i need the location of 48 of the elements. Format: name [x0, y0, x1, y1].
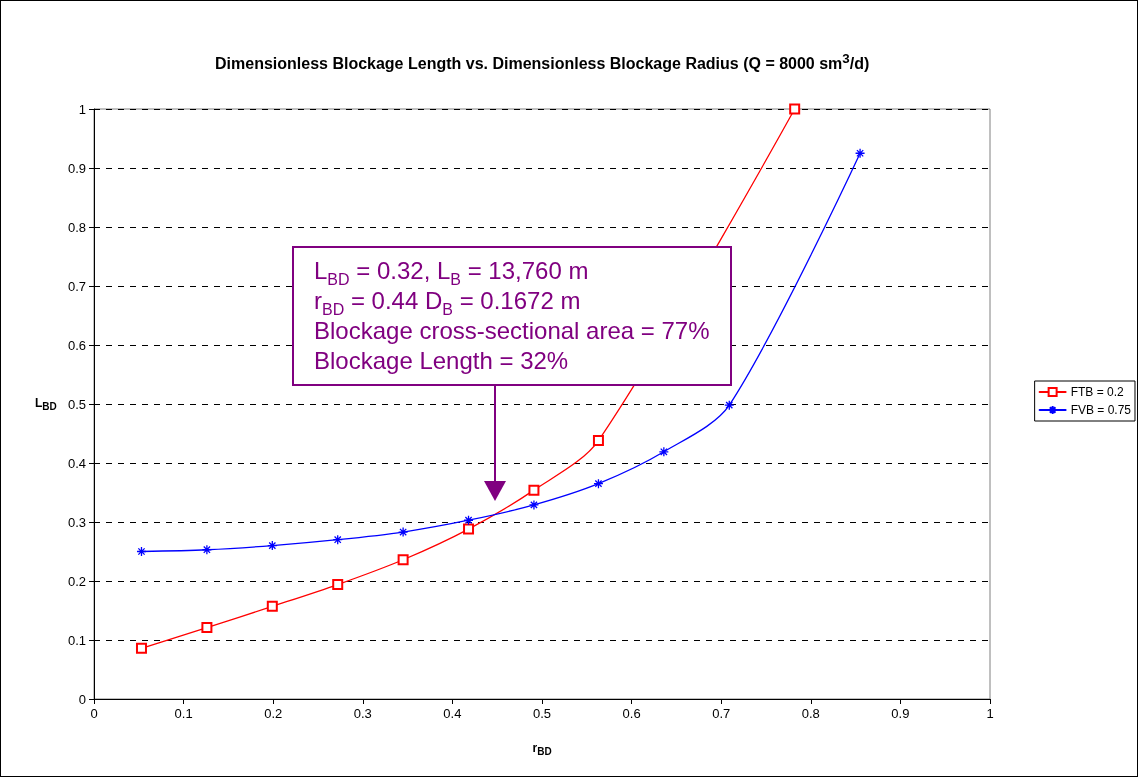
point — [528, 499, 540, 511]
point — [201, 622, 213, 634]
y-tick-label: 0 — [78, 691, 86, 707]
legend-label: FTB = 0.2 — [1070, 385, 1124, 399]
x-tick-label: 0.2 — [264, 706, 283, 721]
x-tick-label: 0.8 — [801, 706, 820, 721]
x-tick-label: 0.1 — [174, 706, 193, 721]
text: L$_{BD}$ = 0.32, L$_{B}$ = 13,760 m r$_{BD}$ = 0.44 D$_{B}$ = 0.1672 m Blockage cross-sectional area = 77% Blockage Length = 32% — [314, 257, 710, 374]
y-tick-label: 0.3 — [67, 514, 86, 530]
point — [397, 526, 409, 538]
point — [332, 534, 343, 545]
x-tick-label: 0.7 — [712, 706, 731, 721]
point — [136, 546, 147, 557]
point — [463, 515, 474, 526]
y-tick-label: 0.1 — [67, 632, 86, 648]
legend-label: FVB = 0.75 — [1070, 403, 1132, 417]
point — [789, 103, 801, 115]
y-tick-label: 0.5 — [67, 396, 86, 412]
y-tick-label: 0.2 — [67, 573, 86, 589]
y-tick-label: 0.8 — [67, 219, 86, 235]
y-tick-label: 0.4 — [67, 455, 86, 471]
x-tick-label: 0.4 — [443, 706, 462, 721]
y-tick-label: 0.7 — [67, 278, 86, 294]
point — [593, 478, 604, 489]
point — [724, 400, 735, 411]
point — [463, 523, 475, 535]
point — [266, 600, 278, 612]
point — [854, 148, 866, 159]
x-tick-label: 0.3 — [353, 706, 372, 721]
x-tick-label: 0.5 — [532, 706, 552, 721]
x-tick-label: 0.6 — [622, 706, 641, 721]
x-tick-label: 0.9 — [891, 706, 910, 721]
x-tick-label: 1 — [986, 706, 994, 721]
y-axis-title: L$_{BD}$ — [35, 396, 57, 413]
y-tick-label: 0.9 — [67, 160, 86, 176]
point — [658, 446, 670, 457]
chart-title: Dimensionless Blockage Length vs. Dimensionless Blockage Radius (Q = 8000 sm$^{3}$/d) — [215, 51, 870, 74]
point — [528, 484, 540, 496]
point — [397, 554, 409, 566]
point — [592, 435, 604, 447]
y-tick-label: 0.6 — [67, 337, 86, 353]
x-axis-title: r$_{BD}$ — [532, 741, 552, 758]
point — [135, 642, 147, 654]
point — [332, 579, 344, 591]
y-tick-label: 1 — [78, 101, 86, 117]
x-tick-label: 0 — [90, 706, 98, 721]
point — [201, 544, 213, 555]
point — [267, 540, 278, 551]
